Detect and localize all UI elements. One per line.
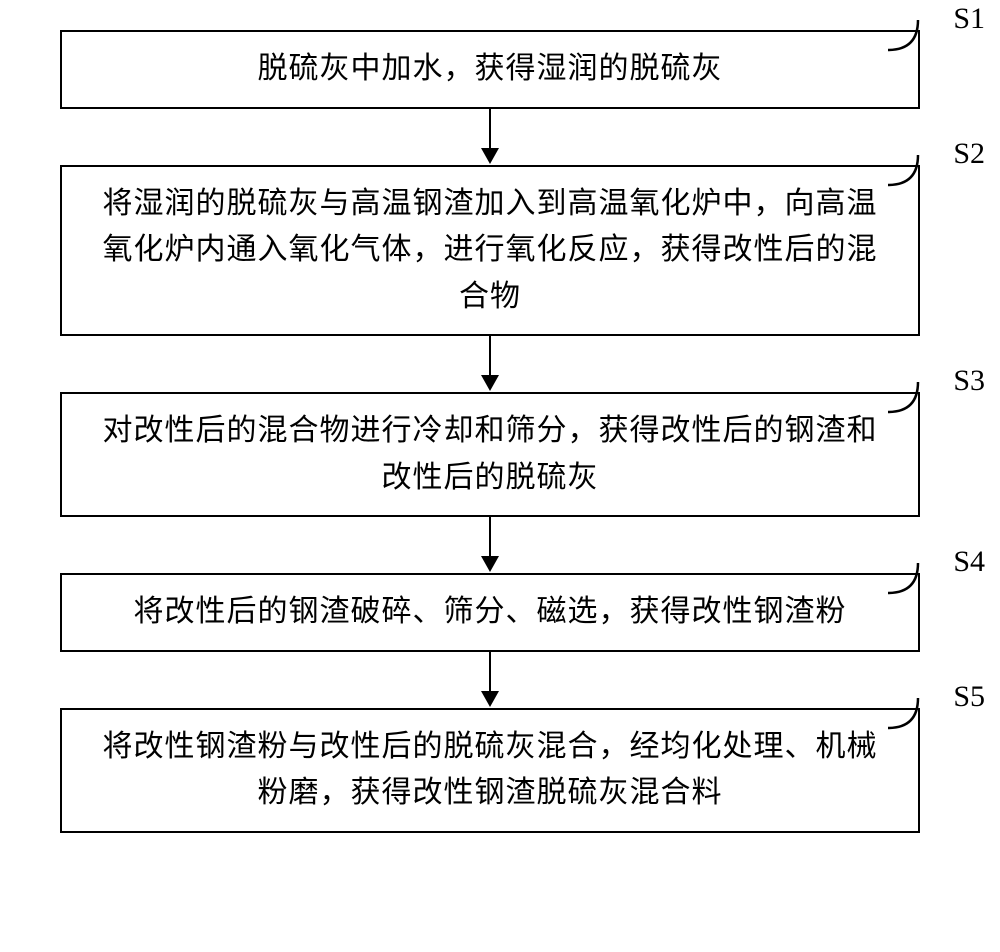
- step-label-s2: S2: [953, 137, 985, 171]
- step-label-s5: S5: [953, 680, 985, 714]
- step-wrapper-s1: S1 脱硫灰中加水，获得湿润的脱硫灰: [50, 30, 930, 109]
- step-text-s5: 将改性钢渣粉与改性后的脱硫灰混合，经均化处理、机械粉磨，获得改性钢渣脱硫灰混合料: [92, 724, 888, 817]
- step-box-s2: 将湿润的脱硫灰与高温钢渣加入到高温氧化炉中，向高温氧化炉内通入氧化气体，进行氧化…: [60, 165, 920, 337]
- arrow-s1-s2: [481, 109, 499, 165]
- arrow-s2-s3: [481, 336, 499, 392]
- arrow-s3-s4: [481, 517, 499, 573]
- step-wrapper-s2: S2 将湿润的脱硫灰与高温钢渣加入到高温氧化炉中，向高温氧化炉内通入氧化气体，进…: [50, 165, 930, 337]
- step-box-s3: 对改性后的混合物进行冷却和筛分，获得改性后的钢渣和改性后的脱硫灰: [60, 392, 920, 517]
- step-label-s3: S3: [953, 364, 985, 398]
- step-text-s2: 将湿润的脱硫灰与高温钢渣加入到高温氧化炉中，向高温氧化炉内通入氧化气体，进行氧化…: [92, 181, 888, 321]
- step-wrapper-s5: S5 将改性钢渣粉与改性后的脱硫灰混合，经均化处理、机械粉磨，获得改性钢渣脱硫灰…: [50, 708, 930, 833]
- flowchart-container: S1 脱硫灰中加水，获得湿润的脱硫灰 S2 将湿润的脱硫灰与高温钢渣加入到高温氧…: [50, 30, 930, 833]
- step-text-s3: 对改性后的混合物进行冷却和筛分，获得改性后的钢渣和改性后的脱硫灰: [92, 408, 888, 501]
- step-text-s4: 将改性后的钢渣破碎、筛分、磁选，获得改性钢渣粉: [134, 589, 847, 636]
- step-wrapper-s4: S4 将改性后的钢渣破碎、筛分、磁选，获得改性钢渣粉: [50, 573, 930, 652]
- step-wrapper-s3: S3 对改性后的混合物进行冷却和筛分，获得改性后的钢渣和改性后的脱硫灰: [50, 392, 930, 517]
- arrow-s4-s5: [481, 652, 499, 708]
- step-box-s1: 脱硫灰中加水，获得湿润的脱硫灰: [60, 30, 920, 109]
- step-label-s4: S4: [953, 545, 985, 579]
- step-text-s1: 脱硫灰中加水，获得湿润的脱硫灰: [258, 46, 723, 93]
- step-label-s1: S1: [953, 2, 985, 36]
- step-box-s5: 将改性钢渣粉与改性后的脱硫灰混合，经均化处理、机械粉磨，获得改性钢渣脱硫灰混合料: [60, 708, 920, 833]
- step-box-s4: 将改性后的钢渣破碎、筛分、磁选，获得改性钢渣粉: [60, 573, 920, 652]
